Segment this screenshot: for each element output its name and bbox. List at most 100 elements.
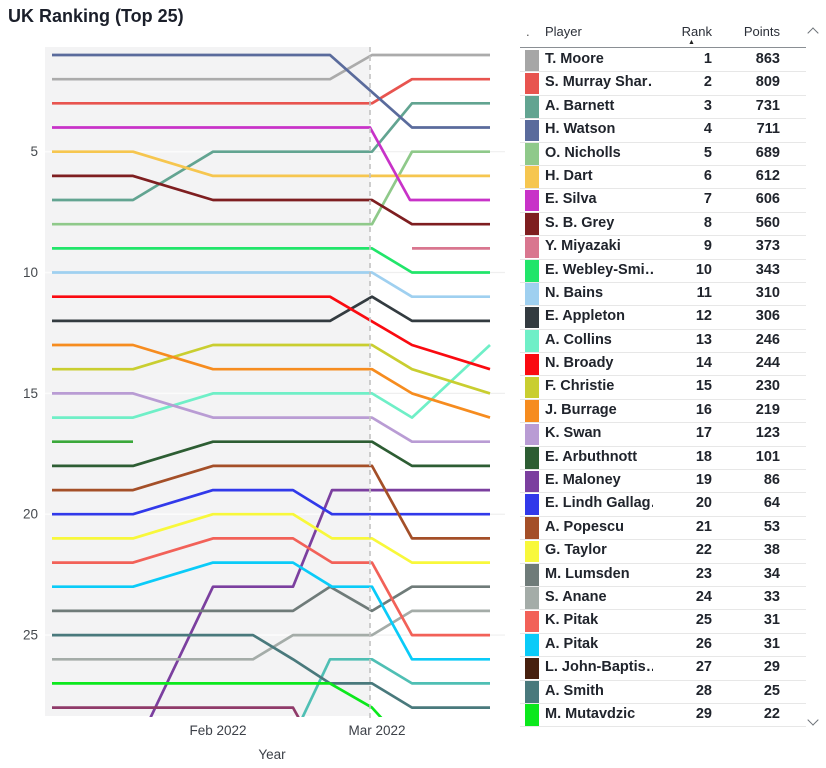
table-row[interactable]: F. Christie 15 230 — [520, 376, 806, 400]
rank-line-s-b-grey[interactable] — [52, 174, 490, 226]
player-name: K. Pitak — [545, 612, 599, 629]
table-row[interactable]: M. Lumsden 23 34 — [520, 564, 806, 587]
player-rank: 27 — [695, 659, 712, 676]
player-rank: 21 — [695, 518, 712, 535]
rank-line-a-barnett[interactable] — [52, 101, 490, 202]
table-row[interactable]: A. Smith 28 25 — [520, 681, 806, 704]
player-points: 31 — [763, 635, 780, 652]
player-points: 244 — [755, 355, 780, 372]
scroll-up-icon[interactable] — [807, 26, 819, 39]
table-row[interactable]: A. Popescu 21 53 — [520, 517, 806, 541]
rank-line-a-collins[interactable] — [52, 344, 491, 419]
scroll-down-icon[interactable] — [807, 714, 819, 726]
rank-line-a-pitak[interactable] — [52, 561, 490, 661]
sort-ascending-icon[interactable]: ▲ — [688, 39, 695, 46]
player-rank: 6 — [703, 167, 712, 184]
rank-line-j-burrage[interactable] — [52, 343, 491, 419]
player-color-swatch — [525, 236, 539, 259]
player-rank: 24 — [695, 588, 712, 605]
rank-line-h-dart[interactable] — [52, 150, 490, 178]
table-row[interactable]: A. Collins 13 246 — [520, 330, 806, 354]
player-points: 34 — [763, 565, 780, 582]
table-row[interactable]: H. Watson 4 711 — [520, 119, 806, 143]
rank-line-k-pitak[interactable] — [52, 537, 490, 637]
player-points: 689 — [755, 144, 780, 161]
player-name: E. Silva — [545, 191, 597, 208]
player-name: O. Nicholls — [545, 144, 621, 161]
rank-line-n-bains[interactable] — [52, 271, 490, 299]
table-row[interactable]: A. Pitak 26 31 — [520, 634, 806, 658]
player-rank: 13 — [695, 331, 712, 348]
rank-line-e-arbuthnott[interactable] — [52, 440, 490, 468]
table-row[interactable]: S. B. Grey 8 560 — [520, 213, 806, 237]
rank-line-s-murray-shar-[interactable] — [52, 77, 490, 105]
table-row[interactable]: T. Moore 1 863 — [520, 49, 806, 73]
table-row[interactable]: K. Pitak 25 31 — [520, 610, 806, 634]
rank-line-a-popescu[interactable] — [52, 464, 490, 540]
table-row[interactable]: A. Barnett 3 731 — [520, 96, 806, 120]
player-rank: 22 — [695, 542, 712, 559]
rank-line-e-appleton[interactable] — [52, 295, 490, 323]
player-color-swatch — [525, 564, 539, 586]
column-header-color[interactable]: . — [526, 24, 530, 39]
player-color-swatch — [525, 189, 539, 212]
player-name: J. Burrage — [545, 401, 617, 418]
column-header-player[interactable]: Player — [545, 24, 582, 39]
table-row[interactable]: E. Silva 7 606 — [520, 189, 806, 213]
player-points: 306 — [755, 308, 780, 325]
player-color-swatch — [525, 681, 539, 703]
rank-line-l-john-baptis-[interactable] — [290, 657, 490, 744]
table-row[interactable]: K. Swan 17 123 — [520, 423, 806, 447]
y-axis-tick-label: 15 — [23, 386, 38, 401]
rank-line-g-taylor[interactable] — [52, 512, 490, 564]
table-row[interactable]: Y. Miyazaki 9 373 — [520, 236, 806, 260]
column-header-rank[interactable]: Rank — [681, 24, 712, 39]
rank-line-k-swan[interactable] — [52, 392, 490, 444]
player-points: 38 — [763, 542, 780, 559]
player-color-swatch — [525, 166, 539, 188]
player-color-swatch — [525, 517, 539, 539]
column-header-points[interactable]: Points — [743, 24, 780, 39]
rank-line-e-lindh-gallag-[interactable] — [52, 488, 490, 516]
player-rank: 10 — [695, 261, 712, 278]
table-row[interactable]: N. Bains 11 310 — [520, 283, 806, 307]
rank-line-h-watson[interactable] — [52, 53, 490, 129]
table-row[interactable]: S. Murray Shar… 2 809 — [520, 72, 806, 96]
table-row[interactable]: E. Maloney 19 86 — [520, 470, 806, 494]
table-header: . Player Rank Points ▲ — [520, 20, 810, 46]
table-row[interactable]: E. Webley-Smi… 10 343 — [520, 260, 806, 283]
table-row[interactable]: O. Nicholls 5 689 — [520, 143, 806, 166]
player-color-swatch — [525, 143, 539, 165]
rank-line-m-mutavdzic[interactable] — [52, 682, 405, 743]
rank-line-o-nicholls[interactable] — [52, 150, 490, 226]
player-points: 53 — [763, 518, 780, 535]
player-name: M. Lumsden — [545, 565, 630, 582]
player-rank: 8 — [703, 214, 712, 231]
player-name: E. Arbuthnott — [545, 448, 638, 465]
table-row[interactable]: L. John-Baptis… 27 29 — [520, 657, 806, 681]
rank-line-unknown-dropped-b[interactable] — [52, 706, 313, 744]
rank-line-m-lumsden[interactable] — [52, 585, 490, 613]
rank-line-e-webley-smi-[interactable] — [52, 247, 490, 274]
rank-line-e-silva[interactable] — [52, 126, 490, 202]
table-row[interactable]: G. Taylor 22 38 — [520, 540, 806, 564]
table-row[interactable]: N. Broady 14 244 — [520, 353, 806, 377]
table-row[interactable]: H. Dart 6 612 — [520, 166, 806, 190]
table-row[interactable]: E. Appleton 12 306 — [520, 306, 806, 330]
table-row[interactable]: M. Mutavdzic 29 22 — [520, 704, 806, 728]
table-row[interactable]: J. Burrage 16 219 — [520, 400, 806, 424]
rank-line-s-anane[interactable] — [52, 609, 490, 661]
player-rank: 15 — [695, 378, 712, 395]
table-row[interactable]: S. Anane 24 33 — [520, 587, 806, 611]
player-points: 64 — [763, 495, 780, 512]
table-row[interactable]: E. Arbuthnott 18 101 — [520, 447, 806, 471]
rank-line-n-broady[interactable] — [52, 295, 491, 371]
player-rank: 1 — [703, 51, 712, 67]
rank-line-t-moore[interactable] — [52, 53, 490, 81]
table-row[interactable]: E. Lindh Gallag… 20 64 — [520, 493, 806, 517]
player-color-swatch — [525, 704, 539, 726]
rank-line-f-christie[interactable] — [52, 343, 491, 395]
header-divider — [520, 47, 806, 48]
player-color-swatch — [525, 587, 539, 609]
player-name: H. Dart — [545, 167, 593, 184]
